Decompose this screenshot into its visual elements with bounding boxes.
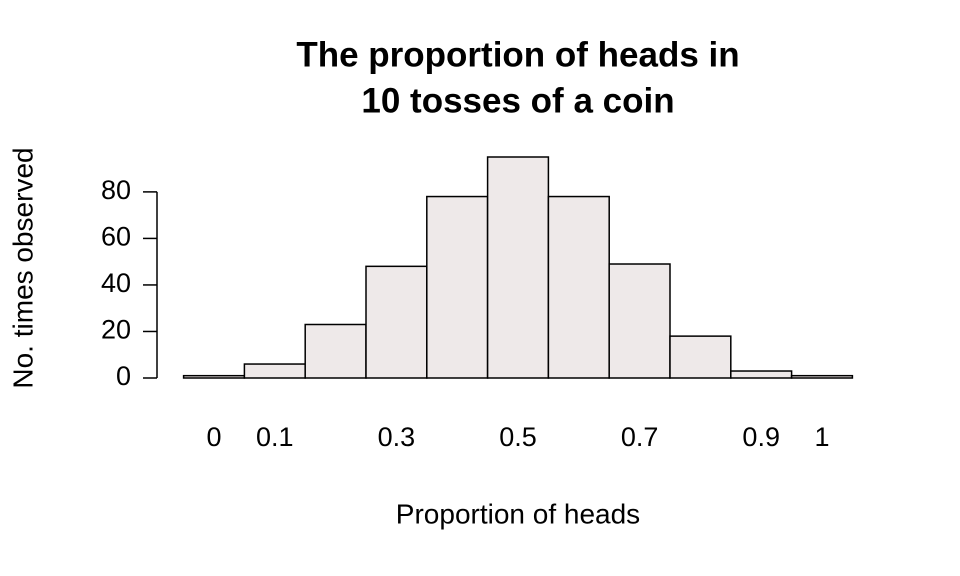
bar — [182, 374, 246, 379]
bar — [790, 374, 854, 379]
y-tick-label: 0 — [116, 361, 131, 391]
y-tick-label: 40 — [101, 268, 131, 298]
bar — [730, 370, 793, 379]
bar — [486, 156, 550, 379]
x-axis-label: Proportion of heads — [396, 498, 640, 529]
y-tick-label: 60 — [101, 222, 131, 252]
bar — [243, 363, 306, 379]
chart-title: 10 tosses of a coin — [361, 81, 674, 120]
x-tick-label: 0.9 — [742, 422, 780, 452]
y-axis-label: No. times observed — [7, 147, 38, 388]
bar — [426, 195, 489, 379]
chart-title: The proportion of heads in — [296, 35, 739, 74]
x-tick-label: 0 — [206, 422, 221, 452]
x-tick-label: 0.3 — [378, 422, 416, 452]
x-tick-label: 1 — [814, 422, 829, 452]
bar — [365, 265, 428, 379]
bar — [669, 335, 732, 379]
y-tick-label: 80 — [101, 175, 131, 205]
x-tick-label: 0.5 — [499, 422, 537, 452]
bar — [547, 195, 610, 379]
bar — [608, 263, 671, 379]
bar — [304, 323, 367, 379]
y-tick-label: 20 — [101, 315, 131, 345]
x-tick-label: 0.7 — [621, 422, 659, 452]
x-tick-label: 0.1 — [256, 422, 294, 452]
